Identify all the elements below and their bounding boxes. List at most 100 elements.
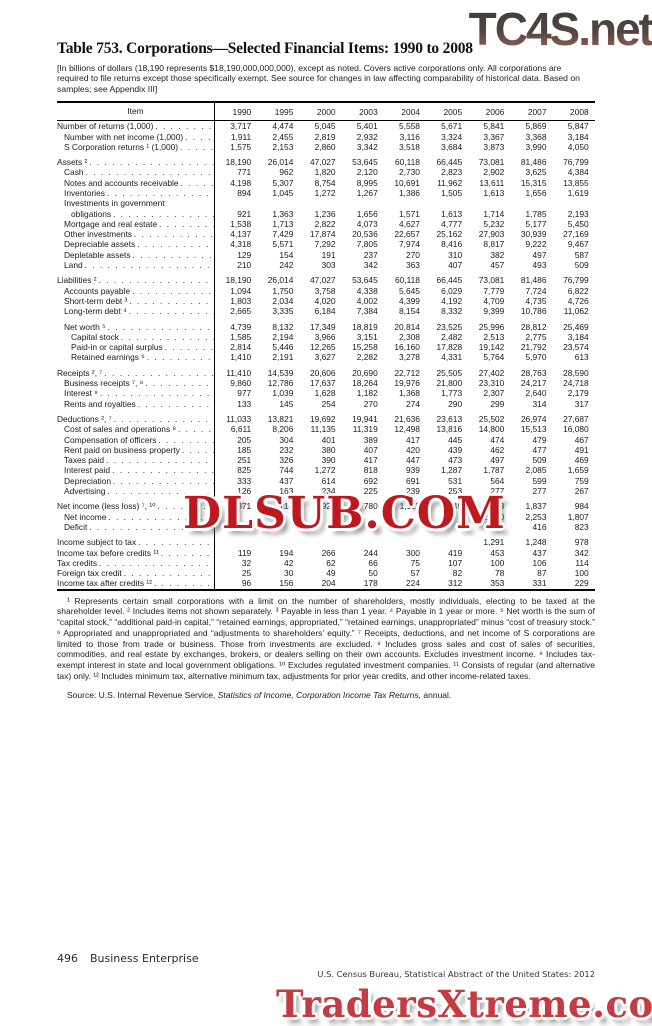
cell-value: 437 xyxy=(532,547,547,558)
cell-value: 5,446 xyxy=(272,342,294,353)
cell-value: 19,692 xyxy=(309,413,336,424)
cell-value: 11,135 xyxy=(310,424,336,435)
row-label-cell: Deductions ², ⁷. . . . . . . . . . . . .… xyxy=(57,408,215,425)
row-label: Paid-in or capital surplus xyxy=(71,342,163,353)
cell-value: 66,445 xyxy=(436,157,463,168)
cell-value: 50 xyxy=(368,568,378,579)
cell-value: 23,310 xyxy=(478,378,505,389)
cell-value: 4,002 xyxy=(356,295,378,306)
cell-value: 7,292 xyxy=(314,239,336,250)
dot-leader: . . . . . . . . . . . . . . . . . . . . … xyxy=(137,239,214,250)
cell-value: 389 xyxy=(363,434,378,445)
cell-value: 445 xyxy=(448,434,463,445)
cell-value: 353 xyxy=(490,578,505,589)
row-label-cell: Rent paid on business property. . . . . … xyxy=(57,444,215,456)
cell-value: 4,739 xyxy=(230,321,252,332)
cell-value: 14,539 xyxy=(267,367,294,378)
table-row: Assets ². . . . . . . . . . . . . . . . … xyxy=(57,152,595,168)
cell-value: 714 xyxy=(279,501,294,512)
cell-value xyxy=(342,198,384,208)
cell-value: 25,469 xyxy=(563,321,589,332)
cell-value: 1,750 xyxy=(272,285,294,296)
table-headnote: [In billions of dollars (18,190 represen… xyxy=(57,63,580,94)
row-label: Number with net income (1,000) xyxy=(64,131,184,142)
cell-value: 744 xyxy=(279,465,294,476)
cell-value: 2,814 xyxy=(230,342,252,353)
cell-value: 19,941 xyxy=(352,413,378,424)
cell-value: 7,974 xyxy=(398,239,420,250)
cell-value: 407 xyxy=(448,260,463,271)
cell-value: 416 xyxy=(532,521,547,532)
table-row: S Corporation returns ¹ (1,000). . . . .… xyxy=(57,141,595,153)
dot-leader: . . . . . . . . . . . . . . . . . . . . … xyxy=(138,537,214,548)
cell-value: 5,970 xyxy=(525,352,547,363)
cell-value: 205 xyxy=(237,434,252,445)
cell-value xyxy=(215,522,257,532)
cell-value: 1,287 xyxy=(441,465,463,476)
cell-value: 20,606 xyxy=(309,367,336,378)
cell-value: 1,933 xyxy=(483,501,505,512)
cell-value: 24,217 xyxy=(520,378,547,389)
cell-value: 17,828 xyxy=(436,342,463,353)
dot-leader: . . . . . . . . . . . . . . . . . . . . … xyxy=(104,367,214,378)
dot-leader: . . . . . . . . . . . . . . . . . . . . … xyxy=(132,285,214,296)
cell-value: 17,349 xyxy=(309,321,336,332)
cell-value: 1,949 xyxy=(441,501,463,512)
cell-value: 818 xyxy=(363,465,378,476)
table-row: Receipts ², ⁷. . . . . . . . . . . . . .… xyxy=(57,362,595,379)
cell-value: 2,932 xyxy=(356,131,378,142)
cell-value: 19,976 xyxy=(394,378,420,389)
row-label-cell: Receipts ², ⁷. . . . . . . . . . . . . .… xyxy=(57,362,215,379)
cell-value: 4,137 xyxy=(230,229,252,240)
cell-value: 7,429 xyxy=(272,229,294,240)
cell-value: 244 xyxy=(363,547,378,558)
cell-value: 453 xyxy=(490,547,505,558)
cell-value xyxy=(215,512,257,522)
cell-value: 27,169 xyxy=(563,229,589,240)
cell-value: 419 xyxy=(448,547,463,558)
cell-value: 1,236 xyxy=(314,208,336,219)
cell-value: 76,799 xyxy=(563,275,589,286)
cell-value: 2,455 xyxy=(272,131,294,142)
cell-value: 2,034 xyxy=(272,295,294,306)
cell-value: 81,486 xyxy=(520,157,547,168)
cell-value: 129 xyxy=(237,249,252,260)
cell-value: 96 xyxy=(241,578,252,589)
row-label: Capital stock xyxy=(71,331,119,342)
cell-value: 304 xyxy=(279,434,294,445)
row-label-cell: Net worth ⁵. . . . . . . . . . . . . . .… xyxy=(57,316,215,332)
table-row: Accounts payable. . . . . . . . . . . . … xyxy=(57,285,595,296)
cell-value: 1,368 xyxy=(398,388,420,399)
cell-value: 75 xyxy=(410,557,420,568)
dot-leader: . . . . . . . . . . . . . . . . . . . . … xyxy=(181,444,214,455)
table-row: Inventories. . . . . . . . . . . . . . .… xyxy=(57,188,595,199)
dot-leader: . . . . . . . . . . . . . . . . . . . . … xyxy=(123,568,214,579)
cell-value: 447 xyxy=(405,455,420,466)
source-line: Source: U.S. Internal Revenue Service, S… xyxy=(57,690,595,701)
row-label: Short-term debt ³ xyxy=(64,295,128,306)
cell-value: 277 xyxy=(532,486,547,497)
cell-value: 154 xyxy=(279,249,294,260)
cell-value: 312 xyxy=(448,578,463,589)
row-label: Assets ² xyxy=(57,157,88,168)
table-row: Depletable assets. . . . . . . . . . . .… xyxy=(57,249,595,261)
dot-leader: . . . . . . . . . . . . . . . . . . . . … xyxy=(159,218,214,229)
year-column-header: 2005 xyxy=(443,107,463,118)
cell-value: 133 xyxy=(237,398,252,409)
cell-value: 2,240 xyxy=(483,511,505,522)
row-label: Taxes paid xyxy=(64,455,105,466)
cell-value: 5,401 xyxy=(356,121,378,132)
row-label-cell: Net income (less loss) ⁷, ¹⁰. . . . . . … xyxy=(57,496,215,512)
cell-value: 5,671 xyxy=(441,121,463,132)
row-label-cell: Foreign tax credit. . . . . . . . . . . … xyxy=(57,568,215,579)
row-label: Depreciable assets xyxy=(64,239,136,250)
table-row: Other investments. . . . . . . . . . . .… xyxy=(57,229,595,240)
cell-value: 1,112 xyxy=(399,501,420,512)
cell-value: 342 xyxy=(574,547,589,558)
cell-value: 691 xyxy=(405,475,420,486)
cell-value: 3,184 xyxy=(567,331,589,342)
table-row: Net income. . . . . . . . . . . . . . . … xyxy=(57,511,595,522)
row-label-cell: Number of returns (1,000). . . . . . . .… xyxy=(57,121,215,132)
cell-value: 9,222 xyxy=(525,239,547,250)
cell-value xyxy=(215,532,257,547)
